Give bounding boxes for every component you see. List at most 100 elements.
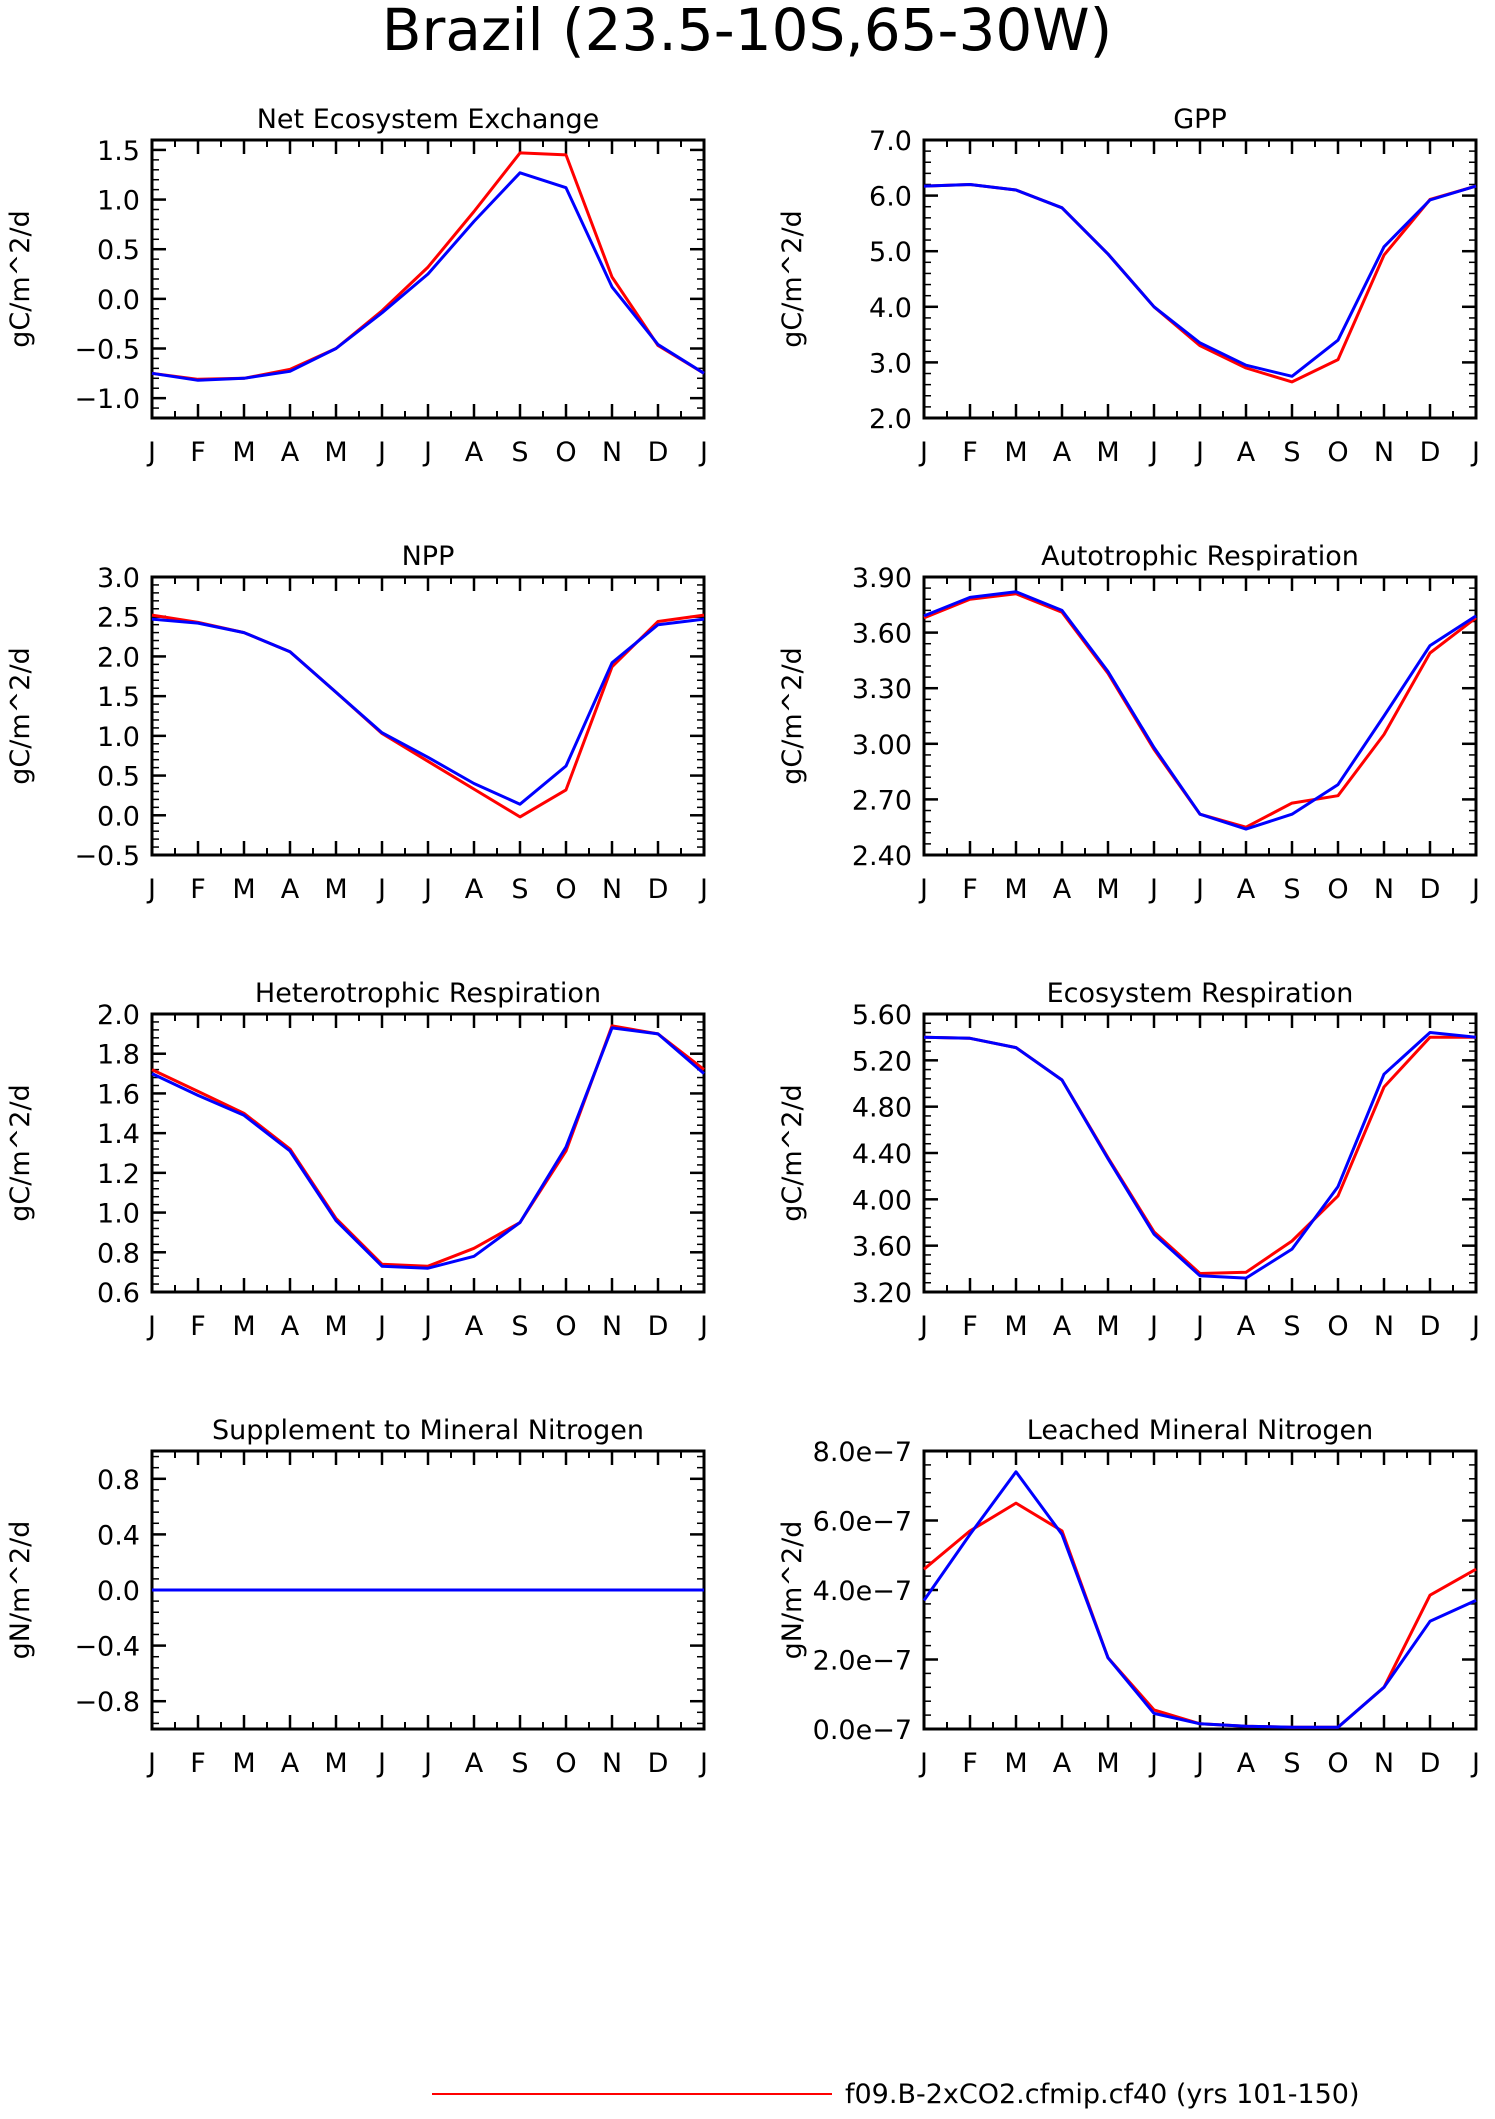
x-tick-label: O <box>1327 437 1348 468</box>
x-tick-label: J <box>376 1748 386 1779</box>
panel-supplement-to-mineral-nitrogen: Supplement to Mineral Nitrogen gN/m^2/d J F… <box>5 1415 708 1779</box>
panel-title: NPP <box>402 541 455 572</box>
x-tick-label: S <box>511 1311 528 1342</box>
x-tick-label: J <box>1148 1311 1158 1342</box>
x-tick-label: S <box>511 874 528 905</box>
x-tick-label: J <box>1194 437 1204 468</box>
series-line-red <box>923 1035 1476 1275</box>
y-tick-label: 1.5 <box>97 682 140 713</box>
x-tick-label: N <box>602 1748 622 1779</box>
x-tick-label: O <box>555 1748 576 1779</box>
x-tick-label: S <box>511 437 528 468</box>
y-tick-label: 0.5 <box>97 235 140 266</box>
y-tick-label: 5.60 <box>852 1000 912 1031</box>
x-tick-label: F <box>962 1748 978 1779</box>
x-tick-label: M <box>324 1311 347 1342</box>
legend-label: f09.B-2xCO2.cfmip.cf40 (yrs 101-150) <box>845 2079 1360 2110</box>
x-tick-label: M <box>232 437 255 468</box>
x-tick-label: M <box>324 1748 347 1779</box>
y-tick-label: 8.0e−7 <box>813 1437 912 1468</box>
x-tick-label: F <box>190 1311 206 1342</box>
x-tick-label: J <box>918 437 928 468</box>
series-line-blue <box>923 183 1477 378</box>
panel-title: GPP <box>1173 104 1227 135</box>
x-tick-label: M <box>1004 437 1027 468</box>
legend: f09.B-2xCO2.cfmip.cf40 (yrs 101-150) <box>432 2079 1360 2110</box>
x-tick-label: J <box>1470 1748 1480 1779</box>
y-tick-label: 3.60 <box>852 1232 912 1263</box>
y-tick-label: 5.0 <box>869 237 912 268</box>
y-tick-label: −1.0 <box>74 384 140 415</box>
x-tick-label: N <box>1374 1311 1394 1342</box>
plot-frame <box>150 138 706 420</box>
y-tick-label: 2.5 <box>97 603 140 634</box>
x-tick-label: A <box>281 437 300 468</box>
x-tick-label: M <box>232 874 255 905</box>
x-tick-label: J <box>1194 1748 1204 1779</box>
plot-frame <box>922 138 1478 420</box>
series-line-blue <box>151 617 705 806</box>
x-tick-label: J <box>146 1748 156 1779</box>
x-tick-label: J <box>146 1311 156 1342</box>
panel-title: Autotrophic Respiration <box>1041 541 1359 572</box>
x-tick-label: D <box>1420 1311 1441 1342</box>
y-tick-label: 2.70 <box>852 785 912 816</box>
x-tick-label: A <box>1237 437 1256 468</box>
x-tick-label: M <box>1096 1748 1119 1779</box>
x-tick-label: S <box>1283 1311 1300 1342</box>
x-tick-label: D <box>648 874 669 905</box>
y-axis-label: gC/m^2/d <box>5 210 36 347</box>
x-tick-label: A <box>1237 1748 1256 1779</box>
x-tick-label: O <box>555 874 576 905</box>
y-tick-label: 3.20 <box>852 1278 912 1309</box>
x-tick-label: M <box>1096 437 1119 468</box>
x-tick-label: F <box>962 1311 978 1342</box>
y-tick-label: 2.0 <box>97 1000 140 1031</box>
x-tick-label: M <box>1004 1748 1027 1779</box>
x-tick-label: J <box>698 1748 708 1779</box>
y-tick-label: 7.0 <box>869 126 912 157</box>
y-tick-label: 4.0 <box>869 293 912 324</box>
x-tick-label: F <box>190 437 206 468</box>
x-tick-label: J <box>1470 1311 1480 1342</box>
series-line-blue <box>922 1470 1477 1729</box>
x-tick-label: M <box>1096 1311 1119 1342</box>
y-tick-label: 0.6 <box>97 1278 140 1309</box>
x-tick-label: S <box>1283 874 1300 905</box>
x-tick-label: J <box>422 1748 432 1779</box>
plot-frame <box>150 1012 706 1294</box>
x-tick-label: M <box>1096 874 1119 905</box>
panel-title: Heterotrophic Respiration <box>255 978 601 1009</box>
panel-title: Leached Mineral Nitrogen <box>1027 1415 1373 1446</box>
x-tick-label: A <box>1053 437 1072 468</box>
x-tick-label: A <box>465 1311 484 1342</box>
y-tick-label: 4.40 <box>852 1139 912 1170</box>
y-axis-label: gN/m^2/d <box>5 1521 36 1660</box>
x-tick-label: D <box>1420 1748 1441 1779</box>
y-tick-label: 3.90 <box>852 563 912 594</box>
x-tick-label: S <box>1283 1748 1300 1779</box>
x-tick-label: O <box>555 1311 576 1342</box>
y-tick-label: 1.6 <box>97 1079 140 1110</box>
panel-title: Ecosystem Respiration <box>1047 978 1354 1009</box>
x-tick-label: J <box>698 1311 708 1342</box>
y-tick-label: 1.5 <box>97 136 140 167</box>
series-line-blue <box>151 171 705 382</box>
x-tick-label: J <box>376 874 386 905</box>
series-line-red <box>923 592 1477 829</box>
y-tick-label: 3.0 <box>869 348 912 379</box>
series-line-red <box>151 1024 705 1268</box>
y-tick-label: 1.0 <box>97 1199 140 1230</box>
x-tick-label: J <box>1470 437 1480 468</box>
y-tick-label: 6.0 <box>869 182 912 213</box>
series-line-blue <box>923 1031 1477 1280</box>
x-tick-label: F <box>190 1748 206 1779</box>
x-tick-label: N <box>602 437 622 468</box>
y-tick-label: 2.0 <box>97 642 140 673</box>
y-tick-label: 0.0 <box>97 801 140 832</box>
x-tick-label: D <box>648 1311 669 1342</box>
